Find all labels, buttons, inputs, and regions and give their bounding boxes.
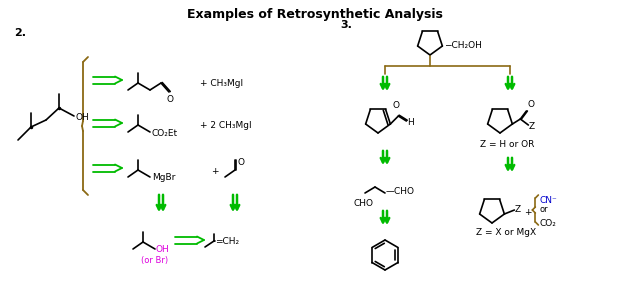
Text: CHO: CHO xyxy=(353,199,373,208)
Text: CO₂: CO₂ xyxy=(540,219,557,228)
Text: Z: Z xyxy=(528,122,534,131)
Text: or: or xyxy=(540,206,548,215)
Text: 3.: 3. xyxy=(340,20,352,30)
Text: Z = X or MgX: Z = X or MgX xyxy=(476,228,536,237)
Text: Z: Z xyxy=(514,204,521,213)
Text: Examples of Retrosynthetic Analysis: Examples of Retrosynthetic Analysis xyxy=(187,8,443,21)
Text: OH: OH xyxy=(156,246,170,254)
Text: —CHO: —CHO xyxy=(386,186,415,195)
Text: CN⁻: CN⁻ xyxy=(540,196,557,205)
Text: H: H xyxy=(408,118,414,127)
Text: + 2 CH₃MgI: + 2 CH₃MgI xyxy=(200,122,252,131)
Text: =CH₂: =CH₂ xyxy=(215,237,239,246)
Text: MgBr: MgBr xyxy=(152,173,175,182)
Text: −CH₂OH: −CH₂OH xyxy=(444,41,482,50)
Text: (or Br): (or Br) xyxy=(141,256,168,265)
Text: OH: OH xyxy=(75,113,89,122)
Text: O: O xyxy=(167,95,174,104)
Text: Z = H or OR: Z = H or OR xyxy=(480,140,534,149)
Text: + CH₃MgI: + CH₃MgI xyxy=(200,80,243,89)
Text: O: O xyxy=(393,101,400,110)
Text: O: O xyxy=(528,100,534,109)
Text: 2.: 2. xyxy=(14,28,26,38)
Text: CO₂Et: CO₂Et xyxy=(152,129,178,138)
Text: +: + xyxy=(524,208,532,217)
Text: +: + xyxy=(211,166,219,175)
Text: O: O xyxy=(238,158,245,167)
